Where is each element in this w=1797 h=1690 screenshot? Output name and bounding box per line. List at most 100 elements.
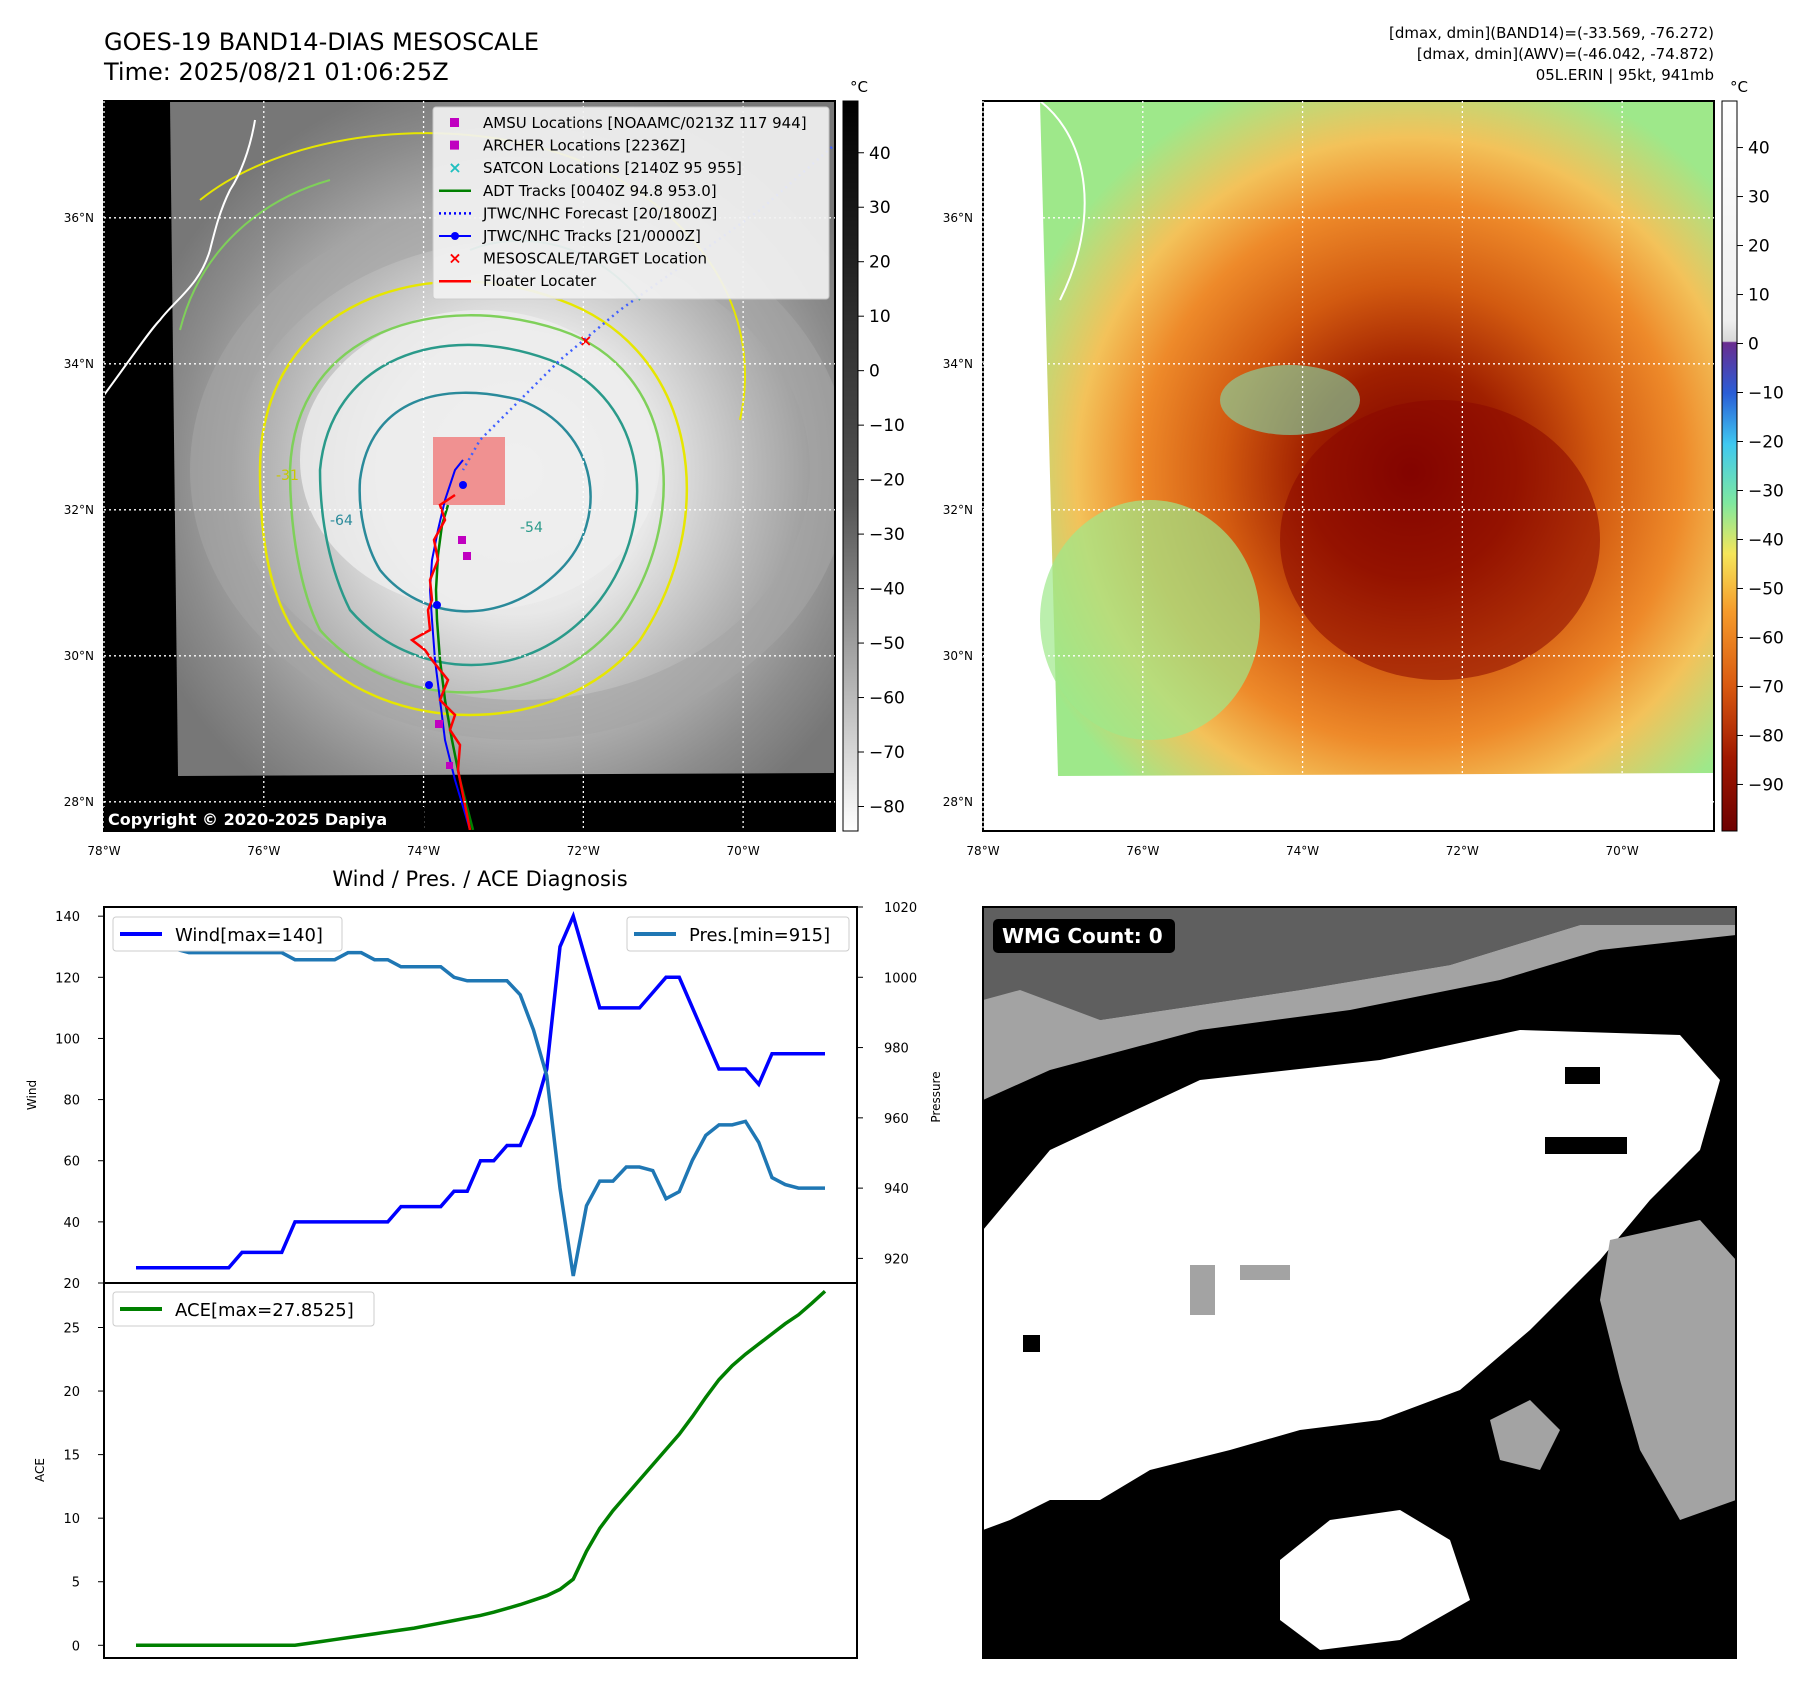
lon-tick-label: 74°W: [1286, 844, 1319, 858]
colorbar-tick-label: 0: [1748, 335, 1759, 355]
legend-marker: [450, 140, 459, 150]
map-legend: AMSU Locations [NOAAMC/0213Z 117 944] ARC…: [432, 106, 830, 300]
info-line1: [dmax, dmin](BAND14)=(-33.569, -76.272): [1389, 24, 1714, 42]
pressure-axis-label: Pressure: [929, 1071, 943, 1122]
legend-marker: [450, 118, 459, 127]
colorbar-tick-label: −10: [869, 416, 905, 436]
legend-label: Floater Locater: [483, 272, 597, 290]
wind-pressure-chart: 140 120 100 80 60 40 20 1020 1000 980 960 940 920: [55, 901, 917, 1292]
color-colorbar-unit: °C: [1730, 78, 1748, 96]
ace-tick-label: 0: [72, 1639, 80, 1654]
ace-tick-label: 10: [63, 1512, 80, 1527]
colorbar-tick-label: −50: [869, 634, 905, 654]
colorbar-tick-label: 40: [869, 144, 891, 164]
wind-tick-label: 40: [63, 1216, 80, 1231]
colorbar-tick-label: 10: [869, 307, 891, 327]
legend-label: MESOSCALE/TARGET Location: [483, 250, 707, 268]
contour-labels: -31 -54 -64: [276, 468, 543, 536]
lat-tick-label: 34°N: [64, 357, 94, 371]
colorbar-tick-label: 20: [869, 253, 891, 273]
legend-label: ADT Tracks [0040Z 94.8 953.0]: [483, 182, 717, 200]
colorbar-tick-label: −20: [869, 471, 905, 491]
wmg-badge-box: [993, 919, 1175, 953]
colorbar-tick-label: −40: [869, 580, 905, 600]
copyright-text: Copyright © 2020-2025 Dapiya: [108, 810, 387, 829]
legend-marker: ×: [448, 249, 461, 268]
pressure-tick-label: 980: [884, 1042, 909, 1057]
wmg-panel: [982, 906, 1737, 1659]
lon-tick-label: 74°W: [407, 844, 440, 858]
contour-label-64: -64: [330, 513, 353, 529]
ace-legend: ACE[max=27.8525]: [112, 1291, 375, 1327]
colorbar-tick-label: 40: [1748, 139, 1770, 159]
wind-legend-label: Wind[max=140]: [175, 925, 323, 946]
wind-axis-label: Wind: [25, 1080, 39, 1110]
gray-colorbar-unit: °C: [850, 78, 868, 96]
ace-tick-label: 5: [72, 1576, 80, 1591]
wind-tick-label: 60: [63, 1155, 80, 1170]
colorbar-tick-label: 20: [1748, 237, 1770, 257]
lon-tick-label: 76°W: [247, 844, 280, 858]
lat-tick-label: 30°N: [943, 649, 973, 663]
map2-axis-labels: 78°W 76°W 74°W 72°W 70°W 36°N 34°N 32°N 30°N 28°N: [943, 211, 1639, 858]
pressure-tick-label: 1000: [884, 971, 917, 986]
wind-tick-label: 20: [63, 1277, 80, 1292]
colorbar-tick-label: −70: [869, 743, 905, 763]
contour-label-54: -54: [520, 520, 543, 536]
svg-text:×: ×: [579, 331, 592, 350]
wind-line: [136, 911, 825, 1270]
pressure-tick-label: 960: [884, 1112, 909, 1127]
lon-tick-label: 70°W: [1606, 844, 1639, 858]
info-line2: [dmax, dmin](AWV)=(-46.042, -74.872): [1417, 45, 1714, 63]
ace-tick-label: 25: [63, 1321, 80, 1336]
diagnosis-title: Wind / Pres. / ACE Diagnosis: [332, 867, 627, 891]
wind-tick-label: 120: [55, 971, 80, 986]
colorbar-tick-label: −10: [1748, 384, 1784, 404]
colorbar-tick-label: −90: [1748, 775, 1784, 795]
wmg-badge-text: WMG Count: 0: [1002, 924, 1163, 948]
color-colorbar: [1721, 100, 1738, 832]
ace-chart: 25 20 15 10 5 0: [63, 1282, 858, 1659]
wind-tick-label: 100: [55, 1032, 80, 1047]
lat-tick-label: 30°N: [64, 649, 94, 663]
pressure-legend-label: Pres.[min=915]: [689, 925, 830, 946]
gray-colorbar-ticks: 40 30 20 10 0 −10 −20 −30 −40 −50 −60 −70 −80: [858, 144, 905, 817]
pressure-tick-label: 920: [884, 1252, 909, 1267]
colorbar-tick-label: −20: [1748, 433, 1784, 453]
lat-tick-label: 34°N: [943, 357, 973, 371]
gray-colorbar: [842, 100, 859, 832]
map2-gridlines: [982, 101, 1714, 831]
colorbar-tick-label: −40: [1748, 530, 1784, 550]
colorbar-tick-label: 30: [1748, 188, 1770, 208]
lon-tick-label: 72°W: [567, 844, 600, 858]
legend-marker-dot: [451, 232, 459, 240]
colorbar-tick-label: −30: [1748, 481, 1784, 501]
colorbar-tick-label: 0: [869, 362, 880, 382]
colorbar-tick-label: −60: [1748, 628, 1784, 648]
ace-tick-label: 20: [63, 1385, 80, 1400]
colorbar-tick-label: 10: [1748, 286, 1770, 306]
pressure-line: [136, 922, 825, 1277]
legend-label: JTWC/NHC Tracks [21/0000Z]: [482, 227, 701, 245]
lon-tick-label: 70°W: [727, 844, 760, 858]
colorbar-tick-label: −80: [1748, 726, 1784, 746]
wind-legend: Wind[max=140]: [112, 916, 343, 952]
colorbar-tick-label: −60: [869, 689, 905, 709]
ace-legend-label: ACE[max=27.8525]: [175, 1300, 354, 1321]
lon-tick-label: 76°W: [1126, 844, 1159, 858]
lon-tick-label: 78°W: [966, 844, 999, 858]
lat-tick-label: 32°N: [943, 503, 973, 517]
pressure-tick-label: 1020: [884, 901, 917, 916]
map1-axis-labels: 78°W 76°W 74°W 72°W 70°W 36°N 34°N 32°N 30°N 28°N: [64, 211, 760, 858]
panel-title-line2: Time: 2025/08/21 01:06:25Z: [103, 58, 449, 86]
panel-title-line1: GOES-19 BAND14-DIAS MESOSCALE: [104, 28, 539, 56]
info-line3: 05L.ERIN | 95kt, 941mb: [1536, 66, 1714, 84]
pressure-legend: Pres.[min=915]: [626, 916, 850, 952]
lon-tick-label: 72°W: [1446, 844, 1479, 858]
color-colorbar-ticks: 40 30 20 10 0 −10 −20 −30 −40 −50 −60 −70 −80 −90: [1737, 139, 1784, 795]
legend-label: JTWC/NHC Forecast [20/1800Z]: [482, 204, 717, 222]
pressure-tick-label: 940: [884, 1182, 909, 1197]
colorbar-tick-label: −30: [869, 525, 905, 545]
ace-tick-label: 15: [63, 1449, 80, 1464]
colorbar-tick-label: 30: [869, 198, 891, 218]
